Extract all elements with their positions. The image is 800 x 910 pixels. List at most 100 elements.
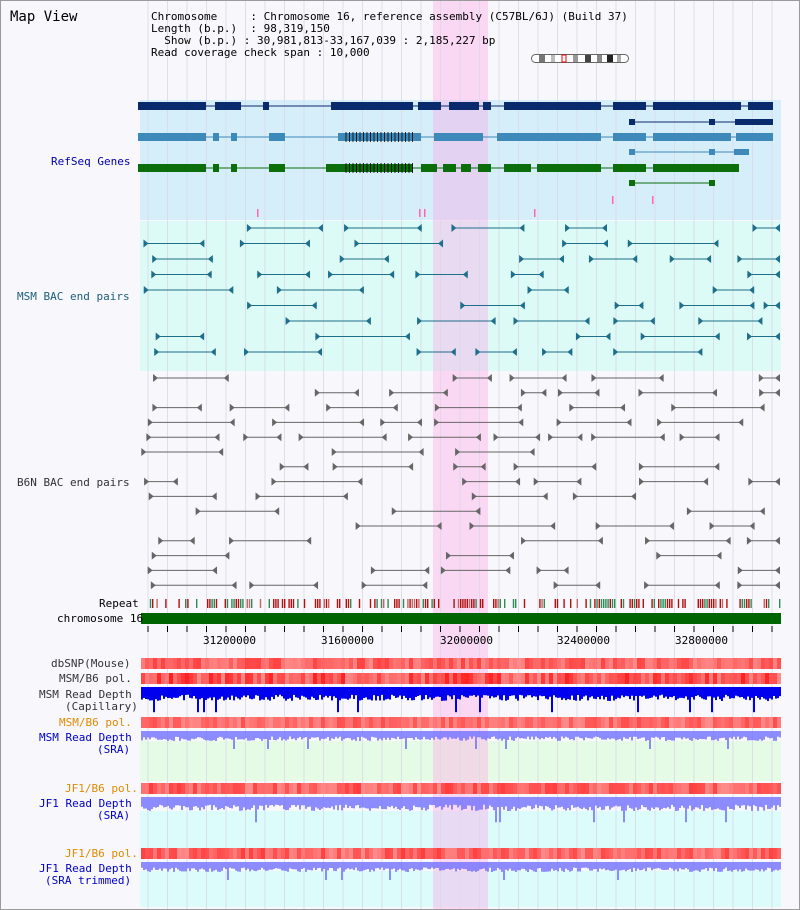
jf1-pol-heat-cell	[225, 783, 229, 794]
jf1-trim-depth-bar	[181, 862, 183, 872]
chromosome-ideogram[interactable]	[531, 54, 629, 63]
dbsnp-heat-cell	[769, 658, 773, 669]
msm-sra-depth-bar	[355, 731, 357, 741]
jf1-pol-heat-cell	[437, 783, 441, 794]
b6n-bac-pair-end	[541, 388, 547, 397]
dbsnp-heat-cell	[353, 658, 357, 669]
msm-sra-depth-bar	[227, 731, 229, 739]
msm-sra-depth-bar	[493, 731, 495, 737]
jf1-sra-depth-bar	[565, 797, 567, 811]
jf1-sra-depth-bar	[323, 797, 325, 808]
msm-pol-heat-cell	[725, 673, 729, 684]
dbsnp-heat-cell	[709, 658, 713, 669]
jf1-trim-depth-bar	[221, 862, 223, 871]
dbsnp-heat-cell	[325, 658, 329, 669]
msm-pol2-heat-cell	[269, 717, 273, 728]
jf1-trim-depth-bar	[711, 862, 713, 869]
jf1-trim-depth-bar	[665, 862, 667, 870]
msm-capillary-depth-bar	[721, 687, 723, 701]
msm-sra-depth-bar	[417, 731, 419, 740]
b6n-bac-pair-end	[558, 388, 564, 397]
repeat-mark	[710, 599, 713, 608]
repeat-mark	[475, 599, 477, 608]
msm-sra-depth-bar	[693, 731, 695, 739]
b6n-bac-pair-end	[150, 581, 156, 590]
msm-bac-pair-end	[311, 301, 317, 310]
msm-capillary-depth-bar	[717, 687, 719, 697]
dbsnp-heat-cell	[565, 658, 569, 669]
jf1-trim-depth-bar	[561, 862, 563, 871]
jf1-trim-depth-bar	[493, 862, 495, 872]
jf1-trim-depth-bar	[627, 862, 629, 870]
msm-pol2-heat-cell	[149, 717, 153, 728]
msm-capillary-depth-bar	[753, 687, 755, 713]
repeat-mark	[215, 599, 218, 608]
repeat-mark	[482, 599, 484, 608]
msm-capillary-depth-bar	[553, 687, 555, 696]
msm-sra-depth-bar	[579, 731, 581, 738]
repeat-mark	[611, 599, 614, 608]
jf1-trim-depth-bar	[293, 862, 295, 870]
msm-sra-depth-bar	[665, 731, 667, 741]
msm-capillary-depth-bar	[755, 687, 757, 696]
msm-sra-depth-bar	[743, 731, 745, 737]
jf1-sra-depth-bar	[475, 797, 477, 811]
msm-pol-heat-cell	[533, 673, 537, 684]
jf1-pol-heat-cell	[485, 783, 489, 794]
msm-sra-depth-bar	[173, 731, 175, 741]
msm-sra-depth-bar	[775, 731, 777, 741]
msm-capillary-depth-bar	[507, 687, 509, 700]
dbsnp-heat-cell	[669, 658, 673, 669]
jf1-trim-depth-bar	[595, 862, 597, 869]
msm-pol2-heat-cell	[285, 717, 289, 728]
jf1-pol-heat-cell	[237, 783, 241, 794]
msm-bac-pair-end	[558, 255, 564, 263]
dbsnp-heat-cell	[361, 658, 365, 669]
repeat-mark	[699, 599, 702, 608]
jf1-pol-heat-cell	[345, 783, 349, 794]
msm-capillary-depth-bar	[349, 687, 351, 699]
msm-pol-heat-cell	[213, 673, 217, 684]
msm-sra-depth-bar	[479, 731, 481, 738]
jf1-sra-depth-bar	[735, 797, 737, 805]
gene-exon	[504, 102, 601, 110]
jf1-sra-depth-bar	[581, 797, 583, 810]
gene-exon	[613, 164, 646, 172]
repeat-mark	[660, 599, 662, 608]
jf1-sra-depth-bar	[481, 797, 483, 810]
dbsnp-heat-cell	[749, 658, 753, 669]
jf1-trim-depth-bar	[589, 862, 591, 871]
msm-capillary-depth-bar	[351, 687, 353, 695]
msm-capillary-depth-bar	[449, 687, 451, 697]
jf1-sra-depth-bar	[451, 797, 453, 810]
msm-sra-depth-bar	[519, 731, 521, 739]
msm-sra-depth-bar	[311, 731, 313, 738]
msm-pol2-heat-cell	[333, 717, 337, 728]
jf1-trim-depth-bar	[185, 862, 187, 872]
gene-exon	[269, 133, 285, 141]
jf1-sra-depth-bar	[709, 797, 711, 808]
jf1-pol-heat-cell	[725, 783, 729, 794]
jf1-sra-depth-bar	[539, 797, 541, 806]
msm-pol2-heat-cell	[597, 717, 601, 728]
msm-sra-depth-bar	[401, 731, 403, 739]
jf1-trim-depth-bar	[239, 862, 241, 872]
msm-capillary-depth-bar	[597, 687, 599, 698]
jf1-pol2-heat-cell	[533, 848, 537, 859]
repeat-mark	[664, 599, 666, 608]
msm-capillary-depth-bar	[255, 687, 257, 696]
jf1-pol-heat-cell	[233, 783, 237, 794]
jf1-pol-heat-cell	[761, 783, 765, 794]
dbsnp-heat-cell	[305, 658, 309, 669]
dbsnp-heat-cell	[197, 658, 201, 669]
msm-capillary-depth-bar	[459, 687, 461, 700]
jf1-pol-heat-cell	[661, 783, 665, 794]
msm-pol2-heat-cell	[337, 717, 341, 728]
msm-pol-heat-cell	[581, 673, 585, 684]
jf1-sra-depth-bar	[337, 797, 339, 811]
msm-pol2-heat-cell	[485, 717, 489, 728]
gene-exon	[331, 102, 413, 110]
jf1-pol-heat-cell	[625, 783, 629, 794]
msm-capillary-depth-bar	[433, 687, 435, 699]
